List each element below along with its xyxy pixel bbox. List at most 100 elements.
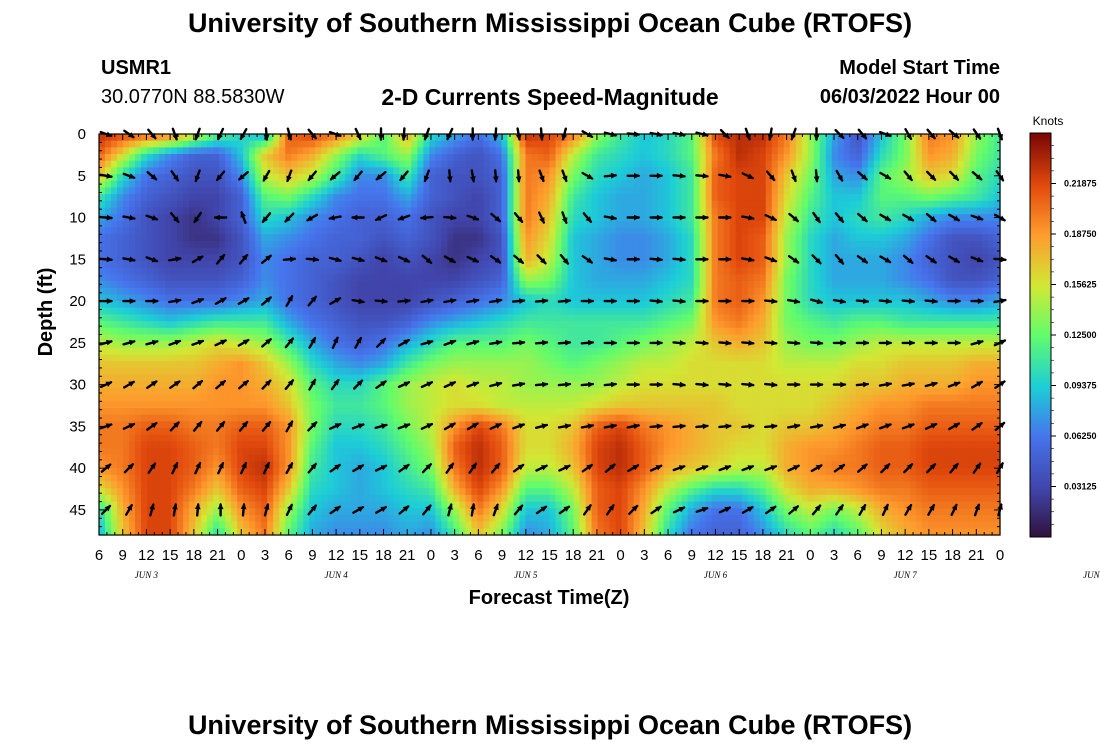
heatmap-cell xyxy=(609,247,617,255)
heatmap-cell xyxy=(951,147,959,155)
heatmap-cell xyxy=(813,247,821,255)
heatmap-cell xyxy=(915,314,923,322)
heatmap-cell xyxy=(177,240,184,249)
heatmap-cell xyxy=(807,134,815,142)
heatmap-cell xyxy=(531,154,539,162)
heatmap-cell xyxy=(735,214,743,222)
heatmap-cell xyxy=(675,341,683,349)
heatmap-cell xyxy=(711,301,719,309)
heatmap-cell xyxy=(777,174,785,182)
heatmap-cell xyxy=(801,134,809,142)
heatmap-cell xyxy=(891,167,899,175)
heatmap-cell xyxy=(195,134,202,142)
heatmap-cell xyxy=(207,327,214,336)
heatmap-cell xyxy=(753,220,761,229)
heatmap-cell xyxy=(519,207,527,215)
heatmap-cell xyxy=(969,334,977,342)
heatmap-cell xyxy=(657,234,665,242)
model-start-label: Model Start Time xyxy=(839,57,1000,79)
heatmap-cell xyxy=(315,187,322,195)
heatmap-cell xyxy=(369,200,376,209)
heatmap-cell xyxy=(969,154,977,162)
heatmap-cell xyxy=(513,281,521,289)
heatmap-cell xyxy=(291,287,298,295)
heatmap-cell xyxy=(819,207,827,215)
heatmap-cell xyxy=(945,147,953,155)
heatmap-cell xyxy=(135,187,142,195)
heatmap-cell xyxy=(723,334,731,342)
heatmap-cell xyxy=(747,334,755,342)
heatmap-cell xyxy=(471,200,479,209)
heatmap-cell xyxy=(525,140,533,148)
heatmap-cell xyxy=(201,321,208,329)
heatmap-cell xyxy=(543,240,551,249)
heatmap-cell xyxy=(639,307,647,316)
heatmap-cell xyxy=(183,347,190,356)
heatmap-cell xyxy=(777,247,785,255)
heatmap-cell xyxy=(543,314,551,322)
heatmap-cell xyxy=(609,281,617,289)
heatmap-cell xyxy=(393,287,400,295)
heatmap-cell xyxy=(489,167,497,175)
heatmap-cell xyxy=(483,294,491,302)
heatmap-cell xyxy=(435,227,442,235)
heatmap-cell xyxy=(105,260,112,269)
heatmap-cell xyxy=(207,240,214,249)
heatmap-cell xyxy=(159,240,166,249)
heatmap-cell xyxy=(513,314,521,322)
heatmap-cell xyxy=(657,334,665,342)
heatmap-cell xyxy=(315,341,322,349)
heatmap-cell xyxy=(195,240,202,249)
heatmap-cell xyxy=(675,220,683,229)
heatmap-cell xyxy=(813,334,821,342)
heatmap-cell xyxy=(675,200,683,209)
heatmap-cell xyxy=(273,140,280,148)
heatmap-cell xyxy=(879,260,887,269)
heatmap-cell xyxy=(141,314,148,322)
heatmap-cell xyxy=(423,281,430,289)
heatmap-cell xyxy=(111,240,118,249)
heatmap-cell xyxy=(423,347,430,356)
heatmap-cell xyxy=(345,174,352,182)
heatmap-cell xyxy=(735,260,743,269)
heatmap-cell xyxy=(471,334,479,342)
heatmap-cell xyxy=(897,274,905,282)
heatmap-cell xyxy=(483,307,491,316)
heatmap-cell xyxy=(957,174,965,182)
heatmap-cell xyxy=(201,260,208,269)
heatmap-cell xyxy=(519,187,527,195)
heatmap-cell xyxy=(357,154,364,162)
heatmap-cell xyxy=(561,281,569,289)
heatmap-cell xyxy=(615,234,623,242)
heatmap-cell xyxy=(381,307,388,316)
heatmap-cell xyxy=(777,240,785,249)
heatmap-cell xyxy=(591,247,599,255)
heatmap-cell xyxy=(111,267,118,275)
heatmap-cell xyxy=(453,321,460,329)
heatmap-cell xyxy=(207,260,214,269)
heatmap-cell xyxy=(555,134,563,142)
heatmap-cell xyxy=(255,281,262,289)
heatmap-cell xyxy=(231,334,238,342)
heatmap-cell xyxy=(381,260,388,269)
heatmap-cell xyxy=(141,294,148,302)
heatmap-cell xyxy=(711,234,719,242)
heatmap-cell xyxy=(537,147,545,155)
heatmap-cell xyxy=(741,287,749,295)
heatmap-cell xyxy=(645,147,653,155)
heatmap-cell xyxy=(159,341,166,349)
heatmap-cell xyxy=(861,260,869,269)
heatmap-cell xyxy=(339,234,346,242)
heatmap-cell xyxy=(447,321,454,329)
heatmap-cell xyxy=(273,220,280,229)
heatmap-cell xyxy=(405,294,412,302)
heatmap-cell xyxy=(693,281,701,289)
heatmap-cell xyxy=(177,167,184,175)
heatmap-cell xyxy=(357,207,364,215)
heatmap-cell xyxy=(759,227,767,235)
heatmap-cell xyxy=(747,307,755,316)
heatmap-cell xyxy=(873,167,881,175)
heatmap-cell xyxy=(963,180,971,189)
heatmap-cell xyxy=(855,294,863,302)
heatmap-cell xyxy=(915,174,923,182)
